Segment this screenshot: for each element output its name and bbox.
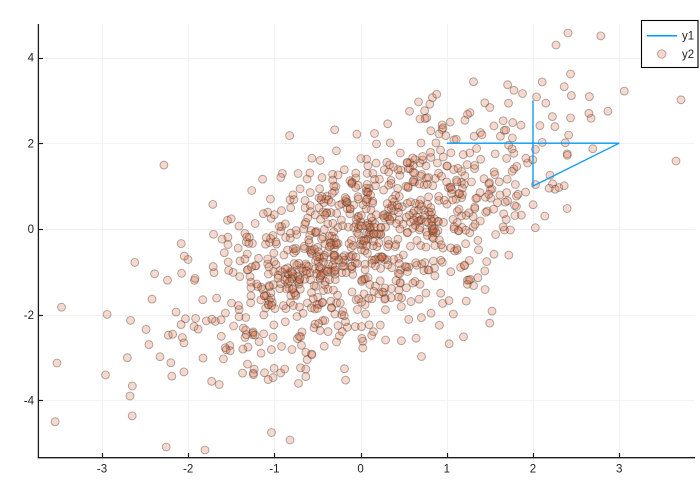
- svg-text:-1: -1: [269, 464, 279, 476]
- svg-text:2: 2: [530, 464, 536, 476]
- svg-text:-3: -3: [97, 464, 107, 476]
- svg-text:0: 0: [357, 464, 363, 476]
- svg-text:4: 4: [28, 53, 35, 65]
- svg-text:-2: -2: [24, 310, 34, 322]
- svg-text:y1: y1: [682, 31, 694, 43]
- svg-text:y2: y2: [682, 49, 694, 61]
- svg-text:2: 2: [28, 138, 34, 150]
- svg-text:3: 3: [616, 464, 622, 476]
- svg-text:1: 1: [444, 464, 450, 476]
- svg-text:-4: -4: [24, 396, 35, 408]
- svg-text:-2: -2: [183, 464, 193, 476]
- svg-text:0: 0: [28, 224, 34, 236]
